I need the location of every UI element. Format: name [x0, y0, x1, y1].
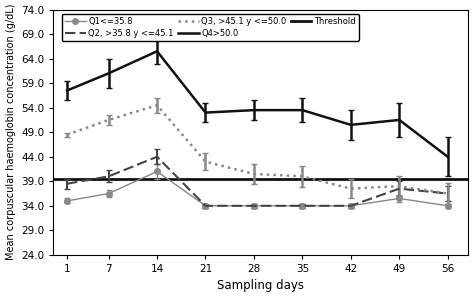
X-axis label: Sampling days: Sampling days	[218, 280, 304, 292]
Y-axis label: Mean corpuscular haemoglobin concentration (g/dL): Mean corpuscular haemoglobin concentrati…	[6, 4, 16, 260]
Legend: Q1<=35.8, Q2, >35.8 y <=45.1, Q3, >45.1 y <=50.0, Q4>50.0, Threshold: Q1<=35.8, Q2, >35.8 y <=45.1, Q3, >45.1 …	[62, 14, 359, 41]
